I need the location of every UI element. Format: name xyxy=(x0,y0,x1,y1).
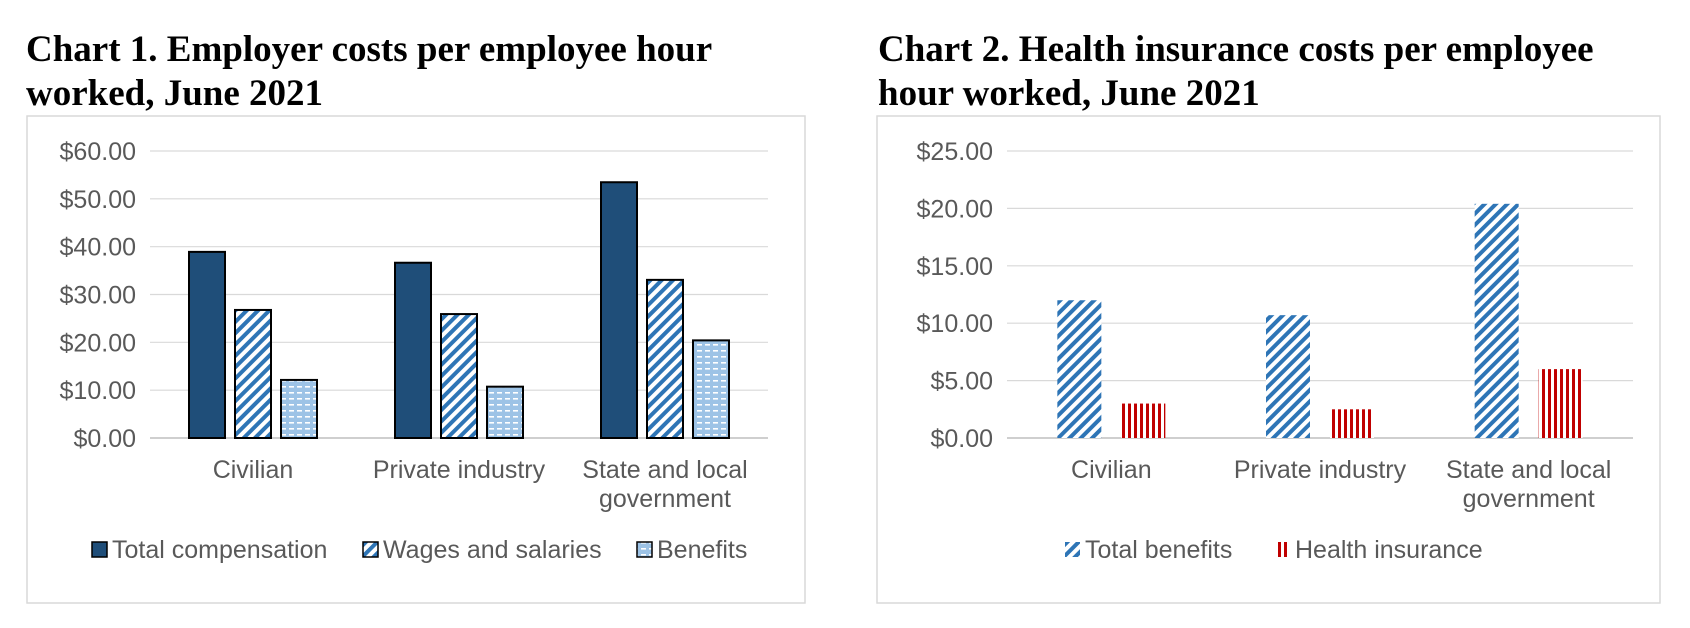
chart-1-title: Chart 1. Employer costs per employee hou… xyxy=(26,28,712,116)
chart-2-bar-total-benefits xyxy=(1266,315,1310,438)
chart-2-bar-health-insurance xyxy=(1538,369,1583,438)
chart-2-legend-swatch xyxy=(1065,542,1080,557)
chart-2-legend-swatch xyxy=(1275,542,1290,557)
chart-1-bar-total-compensation xyxy=(394,261,432,440)
chart-1-bar-wages-and-salaries xyxy=(440,313,478,440)
chart-1-y-tick-label: $30.00 xyxy=(60,282,136,310)
chart-2-y-tick-label: $0.00 xyxy=(930,425,993,453)
chart-2-y-tick-label: $20.00 xyxy=(917,195,993,223)
chart-2-legend-label: Total benefits xyxy=(1085,536,1232,564)
chart-1-bar-wages-and-salaries xyxy=(646,278,684,439)
chart-2-category-label: Civilian xyxy=(1071,456,1152,484)
chart-1-legend-label: Total compensation xyxy=(112,536,327,564)
chart-1-y-tick-label: $20.00 xyxy=(60,329,136,357)
chart-1-bar-total-compensation xyxy=(188,250,226,439)
chart-2-bar-total-benefits xyxy=(1474,203,1519,438)
chart-1-category-label: Civilian xyxy=(213,456,294,484)
chart-2-bar-health-insurance xyxy=(1121,403,1166,438)
chart-1-bar-total-compensation xyxy=(600,181,638,439)
chart-2-title-line2: hour worked, June 2021 xyxy=(878,73,1260,114)
chart-1-y-tick-label: $0.00 xyxy=(73,425,136,453)
chart-1-y-tick-label: $40.00 xyxy=(60,234,136,262)
chart-1-title-line2: worked, June 2021 xyxy=(26,73,324,114)
chart-2-bar-total-benefits xyxy=(1057,300,1102,438)
chart-2-title: Chart 2. Health insurance costs per empl… xyxy=(878,28,1594,116)
chart-1-y-tick-label: $60.00 xyxy=(60,138,136,166)
chart-1-y-tick-label: $10.00 xyxy=(60,377,136,405)
chart-1-category-label: Private industry xyxy=(373,456,546,484)
chart-1-bar-wages-and-salaries xyxy=(234,308,272,439)
chart-2-title-line1: Chart 2. Health insurance costs per empl… xyxy=(878,29,1594,70)
chart-2-y-tick-label: $10.00 xyxy=(917,310,993,338)
chart-2-bar-health-insurance xyxy=(1330,409,1374,438)
chart-1-bar-benefits xyxy=(280,378,318,439)
chart-2-y-tick-label: $15.00 xyxy=(917,253,993,281)
chart-2-category-label: government xyxy=(1463,485,1595,513)
chart-1-plot: $0.00 $10.00 $20.00 $30.00 $40.00 $50.00 $60.0… xyxy=(60,138,768,564)
chart-1-title-line1: Chart 1. Employer costs per employee hou… xyxy=(26,29,713,70)
chart-2-category-label: Private industry xyxy=(1234,456,1407,484)
chart-1-legend-swatch xyxy=(91,541,108,558)
chart-1-y-tick-label: $50.00 xyxy=(60,186,136,214)
chart-2-category-label: State and local xyxy=(1446,456,1611,484)
chart-1-legend-label: Wages and salaries xyxy=(383,536,602,564)
chart-1-legend-label: Benefits xyxy=(657,536,747,564)
chart-1-bar-benefits xyxy=(692,339,730,439)
chart-2-y-tick-label: $25.00 xyxy=(917,138,993,166)
chart-1-legend-swatch xyxy=(362,541,379,558)
chart-2-y-tick-label: $5.00 xyxy=(930,368,993,396)
chart-2-plot: $0.00 $5.00 $10.00 $15.00 $20.00 $25.00 Civili… xyxy=(917,138,1633,564)
chart-1-legend-swatch xyxy=(636,541,653,558)
chart-2-legend-label: Health insurance xyxy=(1295,536,1483,564)
chart-1-category-label: government xyxy=(599,485,731,513)
chart-1-bar-benefits xyxy=(486,385,524,439)
chart-1-category-label: State and local xyxy=(582,456,747,484)
